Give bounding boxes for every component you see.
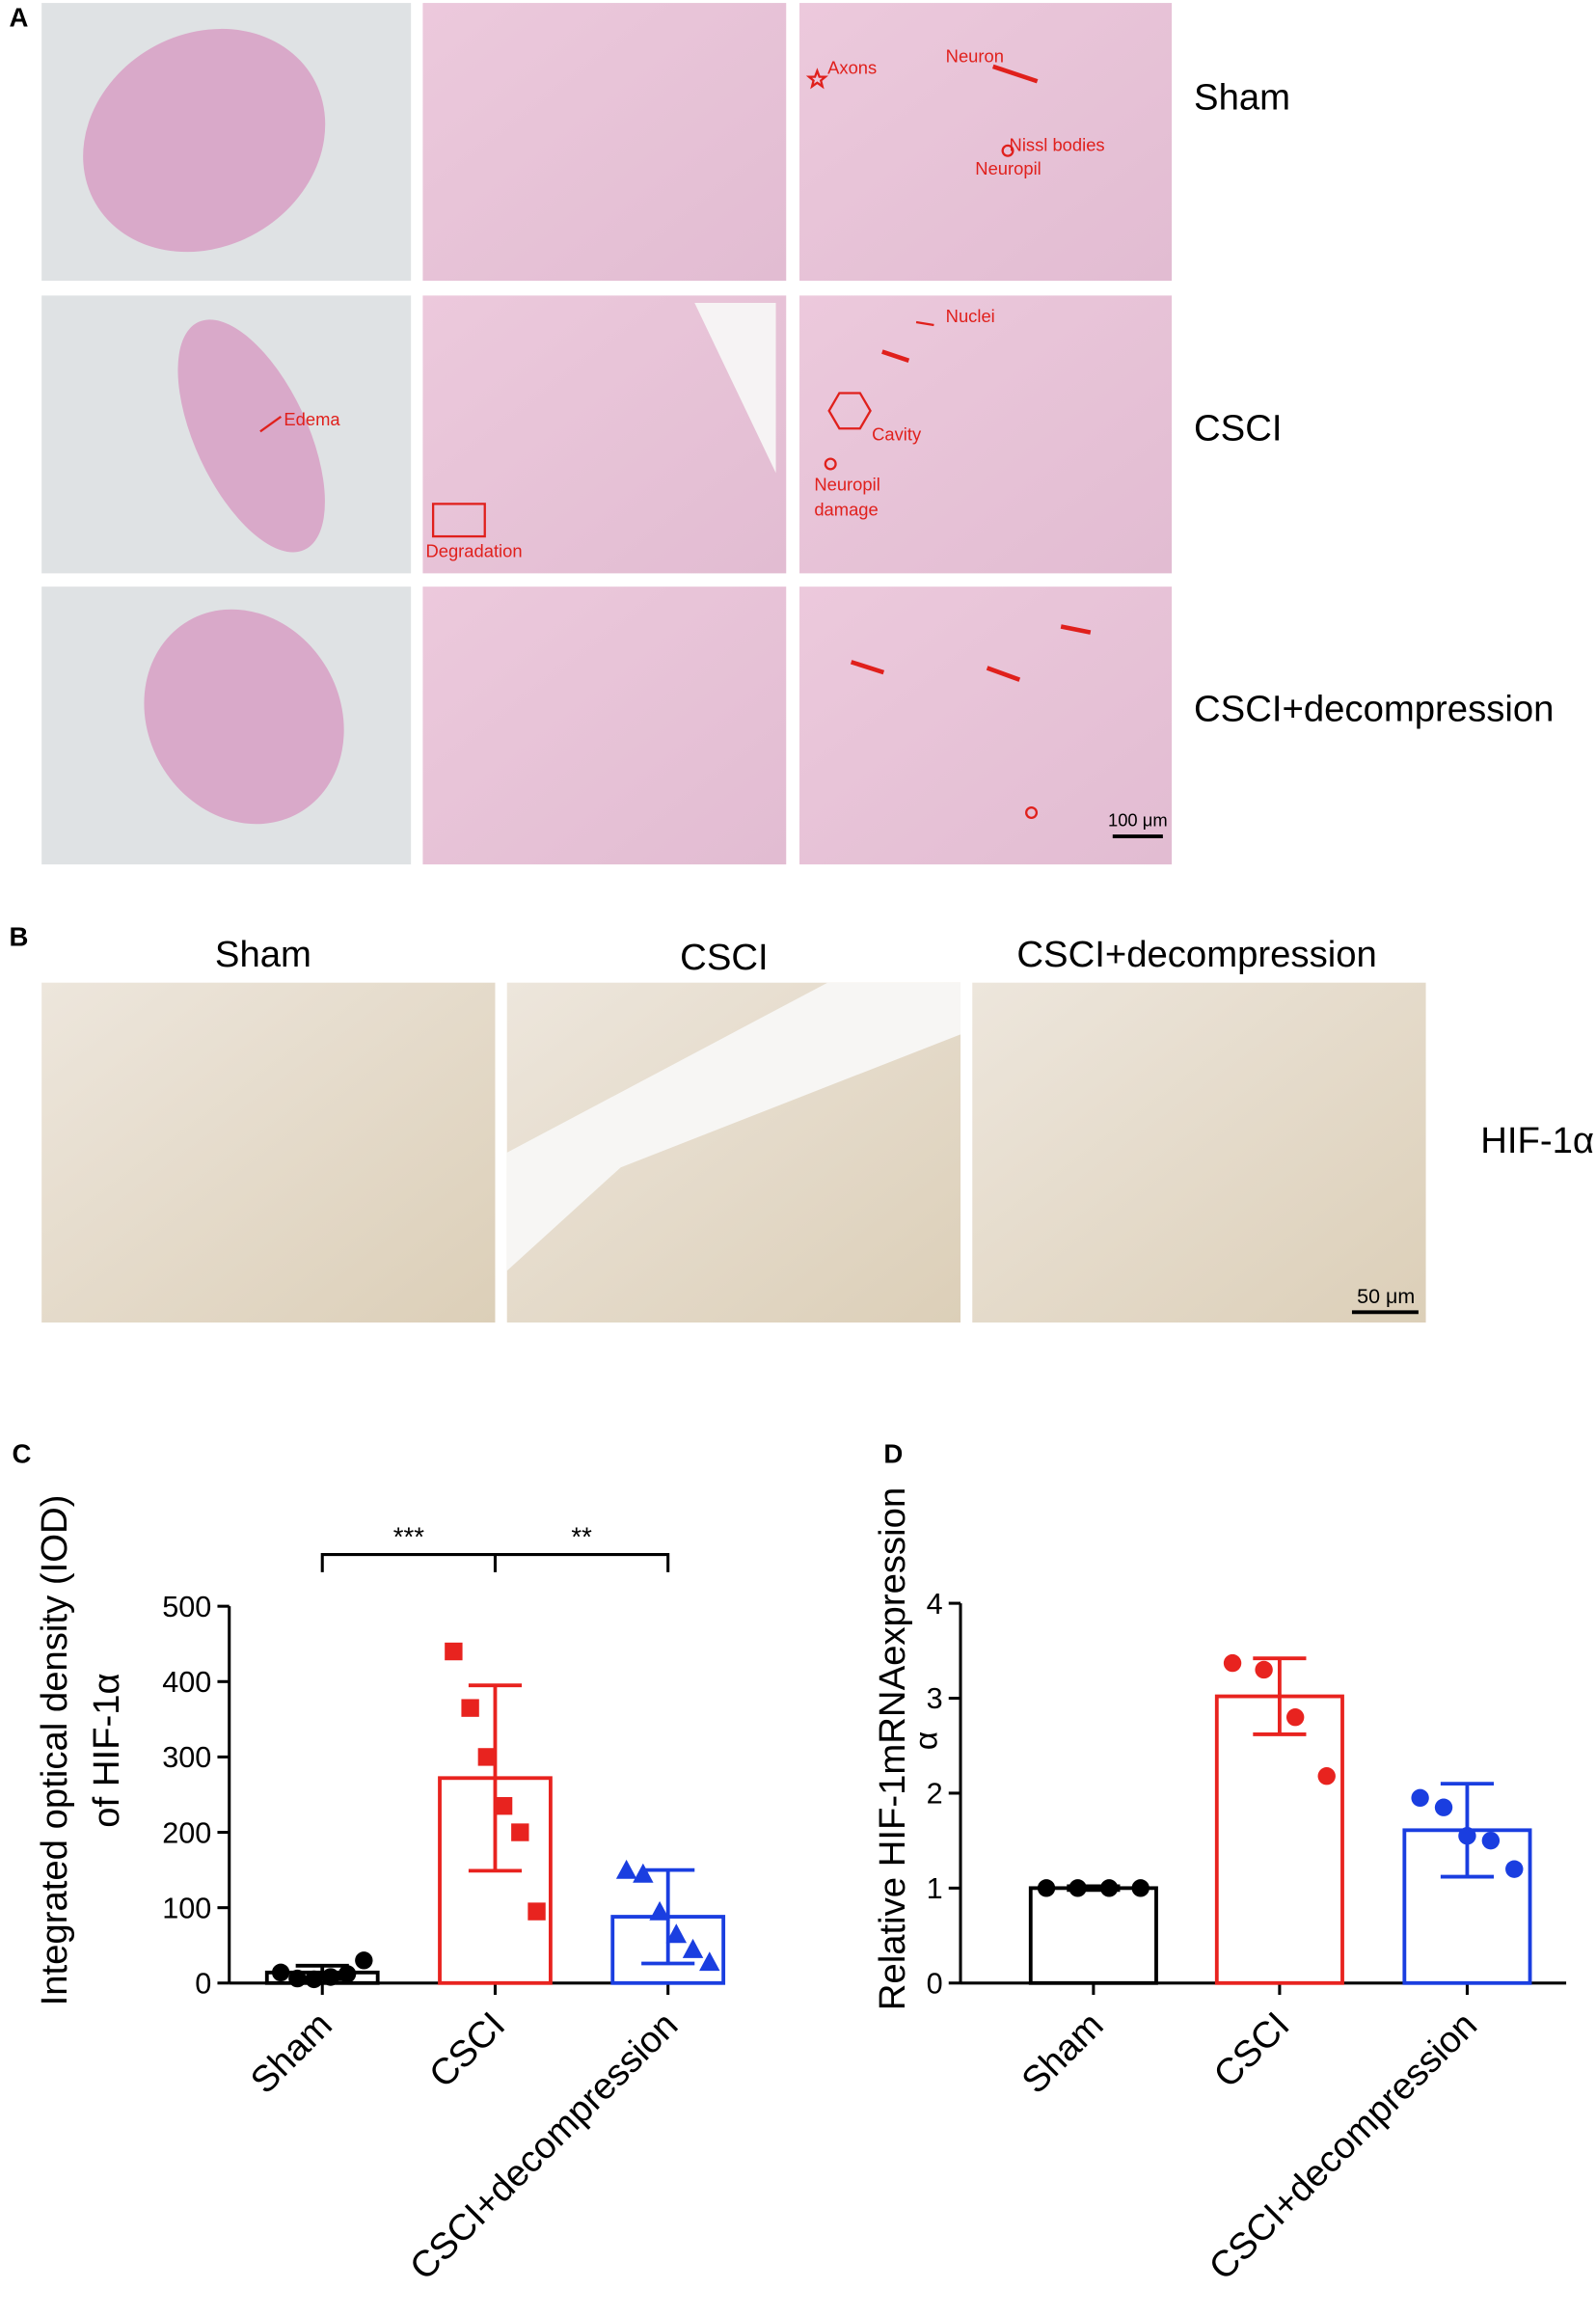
panel-label: C [13, 1439, 32, 1469]
data-point [1131, 1879, 1150, 1897]
he-image [799, 3, 1173, 282]
data-point [288, 1969, 307, 1988]
ihc-image [972, 982, 1426, 1323]
data-point [699, 1951, 720, 1972]
x-tick-label: Sham [243, 2004, 340, 2102]
he-image [422, 3, 787, 282]
data-point [1434, 1798, 1453, 1816]
data-point [1037, 1879, 1056, 1897]
y-axis-label: of HIF-1α [86, 1673, 127, 1827]
data-point [461, 1699, 479, 1717]
data-point [665, 1923, 688, 1944]
data-point [355, 1951, 373, 1970]
y-tick-label: 4 [927, 1588, 943, 1621]
data-point [615, 1859, 637, 1879]
data-point [1481, 1831, 1501, 1850]
annotation: Neuropil [814, 475, 879, 495]
he-image [799, 586, 1173, 865]
he-image [799, 295, 1173, 574]
scale-bar-label: 50 μm [1357, 1285, 1415, 1308]
y-tick-label: 0 [195, 1968, 211, 2001]
panel-label: A [9, 3, 28, 33]
row-label: CSCI [1194, 408, 1282, 450]
he-image [422, 586, 787, 865]
x-tick-label: CSCI [421, 2004, 513, 2096]
y-tick-label: 0 [927, 1968, 943, 2001]
stain-label: HIF-1α [1480, 1120, 1594, 1161]
row-label: Sham [1194, 76, 1290, 118]
y-tick-label: 100 [162, 1892, 211, 1924]
bar [1214, 1694, 1344, 1985]
y-axis-label: Integrated optical density (IOD) [34, 1495, 75, 2006]
scale-bar-label: 100 μm [1108, 809, 1168, 830]
annotation: Nissl bodies [1010, 134, 1105, 154]
annotation: Edema [284, 409, 340, 429]
significance-bracket [320, 1553, 670, 1572]
data-point [1505, 1860, 1524, 1878]
section [144, 609, 344, 825]
section [83, 28, 326, 253]
cavity-area [694, 303, 776, 474]
section [177, 319, 325, 553]
ihc-image [41, 982, 496, 1323]
data-point [494, 1797, 513, 1815]
data-point [477, 1748, 497, 1766]
tissue-gap [506, 982, 961, 1271]
panel-label: D [883, 1439, 903, 1469]
annotation: Axons [827, 58, 877, 78]
annotation: Neuron [946, 45, 1004, 66]
data-point [1458, 1827, 1476, 1845]
y-axis-label: Relative HIF-1mRNAexpression [872, 1487, 913, 2010]
significance-label: ** [571, 1521, 592, 1551]
data-point [649, 1900, 670, 1921]
data-point [1069, 1879, 1087, 1897]
data-point [338, 1965, 357, 1983]
y-tick-label: 1 [927, 1872, 943, 1905]
data-point [305, 1970, 323, 1989]
bar [1028, 1886, 1158, 1985]
y-tick-label: 300 [162, 1741, 211, 1774]
data-point [511, 1823, 529, 1841]
annotation: Degradation [425, 541, 522, 561]
data-point [271, 1963, 290, 1982]
y-tick-label: 3 [927, 1682, 943, 1715]
data-point [1099, 1879, 1119, 1897]
data-point [1223, 1653, 1242, 1673]
annotation: Cavity [872, 424, 922, 445]
y-tick-label: 400 [162, 1666, 211, 1699]
x-tick-label: Sham [1014, 2004, 1111, 2102]
data-point [1285, 1708, 1305, 1727]
data-point [445, 1642, 463, 1661]
column-label: CSCI [680, 937, 768, 978]
data-point [633, 1863, 654, 1883]
annotation: Nuclei [946, 306, 995, 326]
annotation-marks [259, 64, 1092, 820]
y-tick-label: 500 [162, 1591, 211, 1623]
y-tick-label: 200 [162, 1816, 211, 1849]
error-bar [1253, 1656, 1307, 1736]
annotation: Neuropil [975, 158, 1041, 178]
significance-label: *** [393, 1521, 424, 1551]
panel-label: B [9, 921, 28, 951]
column-label: CSCI+decompression [1016, 934, 1376, 975]
y-tick-label: 2 [927, 1778, 943, 1811]
annotation: damage [814, 500, 878, 520]
x-tick-label: CSCI [1205, 2004, 1297, 2096]
data-point [1411, 1788, 1429, 1808]
data-point [321, 1968, 340, 1986]
row-label: CSCI+decompression [1194, 689, 1554, 730]
data-point [682, 1938, 704, 1958]
data-point [1255, 1660, 1273, 1679]
error-bar [468, 1683, 523, 1873]
panel-a: A Sham CSCI CSCI+decompression Axons Neu… [9, 3, 1554, 865]
column-label: Sham [215, 934, 311, 975]
panel-b: B Sham CSCI CSCI+decompression HIF-1α 50… [9, 921, 1594, 1323]
data-point [527, 1902, 546, 1921]
data-point [1317, 1767, 1336, 1785]
y-axis-label-sub: α [907, 1731, 944, 1750]
